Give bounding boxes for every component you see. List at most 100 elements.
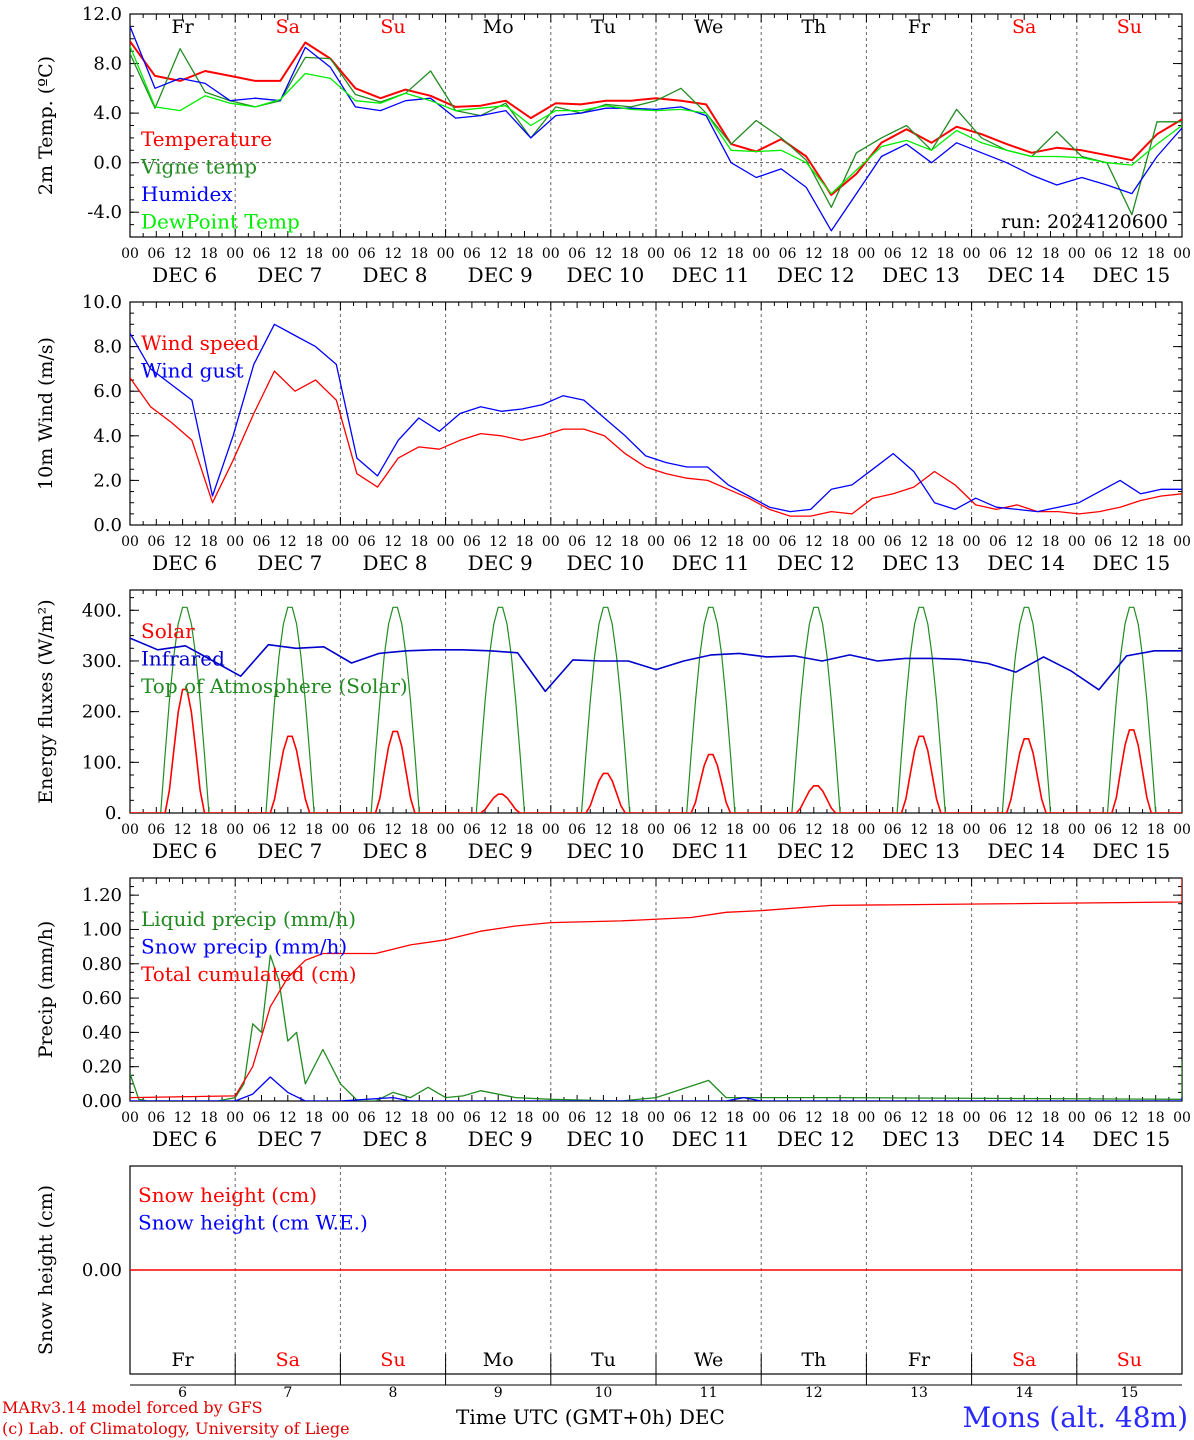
hour-label: 06 bbox=[884, 1110, 902, 1126]
hour-label: 18 bbox=[200, 534, 218, 550]
hour-label: 06 bbox=[1094, 1110, 1112, 1126]
date-label: DEC 10 bbox=[567, 551, 645, 575]
hour-label: 06 bbox=[1094, 246, 1112, 262]
hour-label: 06 bbox=[253, 246, 271, 262]
date-label: DEC 11 bbox=[672, 839, 750, 863]
series-dewpoint-temp bbox=[130, 45, 1182, 195]
y-axis-title: Energy fluxes (W/m²) bbox=[35, 599, 57, 803]
weekday-label: Sa bbox=[1012, 16, 1036, 38]
hour-label: 06 bbox=[989, 534, 1007, 550]
date-label: DEC 6 bbox=[152, 839, 217, 863]
hour-label: 12 bbox=[489, 822, 507, 838]
hour-label: 06 bbox=[568, 534, 586, 550]
y-tick-label: 4.0 bbox=[93, 426, 122, 447]
date-label: DEC 14 bbox=[987, 551, 1065, 575]
hour-label: 18 bbox=[410, 246, 428, 262]
hour-label: 06 bbox=[884, 534, 902, 550]
hour-label: 00 bbox=[226, 1110, 244, 1126]
hour-label: 06 bbox=[463, 1110, 481, 1126]
weekday-label: Su bbox=[380, 16, 405, 38]
weekday-label: Fr bbox=[908, 16, 931, 38]
date-label: DEC 12 bbox=[777, 839, 855, 863]
hour-label: 18 bbox=[831, 246, 849, 262]
y-tick-label: 400. bbox=[82, 600, 122, 621]
date-label: DEC 14 bbox=[987, 839, 1065, 863]
day-number-label: 7 bbox=[283, 1385, 292, 1401]
hour-label: 00 bbox=[437, 1110, 455, 1126]
hour-label: 00 bbox=[542, 246, 560, 262]
hour-label: 18 bbox=[1147, 1110, 1165, 1126]
hour-label: 00 bbox=[437, 534, 455, 550]
hour-label: 00 bbox=[121, 534, 139, 550]
day-number-label: 15 bbox=[1120, 1385, 1138, 1401]
date-label: DEC 7 bbox=[257, 263, 322, 287]
hour-label: 00 bbox=[1173, 822, 1191, 838]
date-label: DEC 9 bbox=[468, 839, 533, 863]
hour-label: 00 bbox=[331, 1110, 349, 1126]
hour-label: 00 bbox=[331, 534, 349, 550]
hour-label: 12 bbox=[1015, 534, 1033, 550]
hour-label: 18 bbox=[1147, 246, 1165, 262]
hour-label: 00 bbox=[963, 822, 981, 838]
hour-label: 00 bbox=[1173, 1110, 1191, 1126]
date-label: DEC 12 bbox=[777, 551, 855, 575]
hour-label: 00 bbox=[542, 822, 560, 838]
date-label: DEC 7 bbox=[257, 839, 322, 863]
hour-label: 00 bbox=[121, 1110, 139, 1126]
y-axis-title: Snow height (cm) bbox=[35, 1185, 57, 1355]
hour-label: 00 bbox=[857, 822, 875, 838]
y-tick-label: 100. bbox=[82, 752, 122, 773]
hour-label: 06 bbox=[253, 534, 271, 550]
series-group bbox=[130, 26, 1182, 232]
date-label: DEC 12 bbox=[777, 263, 855, 287]
hour-label: 06 bbox=[673, 822, 691, 838]
y-tick-label: 8.0 bbox=[93, 54, 122, 75]
hour-label: 00 bbox=[752, 246, 770, 262]
y-tick-label: 2.0 bbox=[93, 470, 122, 491]
hour-label: 12 bbox=[384, 822, 402, 838]
date-label: DEC 14 bbox=[987, 1127, 1065, 1151]
legend-item: Top of Atmosphere (Solar) bbox=[141, 674, 408, 698]
hour-label: 12 bbox=[700, 1110, 718, 1126]
hour-label: 00 bbox=[857, 246, 875, 262]
hour-label: 00 bbox=[542, 1110, 560, 1126]
hour-label: 06 bbox=[989, 822, 1007, 838]
hour-label: 06 bbox=[568, 1110, 586, 1126]
y-tick-label: -4.0 bbox=[87, 202, 122, 223]
hour-label: 00 bbox=[963, 1110, 981, 1126]
date-label: DEC 15 bbox=[1093, 1127, 1171, 1151]
series-wind-gust bbox=[130, 323, 1182, 513]
series-liquid-precip-mm-h- bbox=[130, 954, 1182, 1101]
hour-label: 12 bbox=[384, 534, 402, 550]
legend-item: Total cumulated (cm) bbox=[141, 962, 357, 986]
hour-label: 12 bbox=[174, 1110, 192, 1126]
y-tick-label: 10.0 bbox=[82, 292, 122, 313]
weekday-label: We bbox=[694, 1349, 723, 1371]
hour-label: 06 bbox=[147, 1110, 165, 1126]
hour-label: 18 bbox=[410, 1110, 428, 1126]
hour-label: 12 bbox=[1120, 246, 1138, 262]
y-tick-label: 0.00 bbox=[82, 1260, 122, 1281]
legend-item: Snow precip (mm/h) bbox=[141, 935, 347, 959]
series-total-cumulated-cm- bbox=[130, 878, 1182, 1099]
hour-label: 06 bbox=[1094, 534, 1112, 550]
hour-label: 18 bbox=[305, 1110, 323, 1126]
plot-frame bbox=[129, 13, 1183, 238]
hour-label: 12 bbox=[910, 246, 928, 262]
hour-label: 06 bbox=[358, 1110, 376, 1126]
hour-label: 18 bbox=[831, 822, 849, 838]
legend-item: Humidex bbox=[141, 182, 233, 206]
hour-label: 18 bbox=[1042, 1110, 1060, 1126]
hour-label: 18 bbox=[1042, 534, 1060, 550]
date-label: DEC 13 bbox=[882, 263, 960, 287]
date-label: DEC 7 bbox=[257, 1127, 322, 1151]
hour-label: 18 bbox=[621, 534, 639, 550]
hour-label: 18 bbox=[936, 1110, 954, 1126]
series-group bbox=[130, 323, 1182, 517]
date-label: DEC 15 bbox=[1093, 839, 1171, 863]
hour-label: 00 bbox=[331, 822, 349, 838]
hour-label: 00 bbox=[1068, 822, 1086, 838]
panel-1: 12.08.04.00.0-4.02m Temp. (ºC)00 06 12 18DE… bbox=[35, 4, 1191, 287]
hour-label: 00 bbox=[226, 246, 244, 262]
